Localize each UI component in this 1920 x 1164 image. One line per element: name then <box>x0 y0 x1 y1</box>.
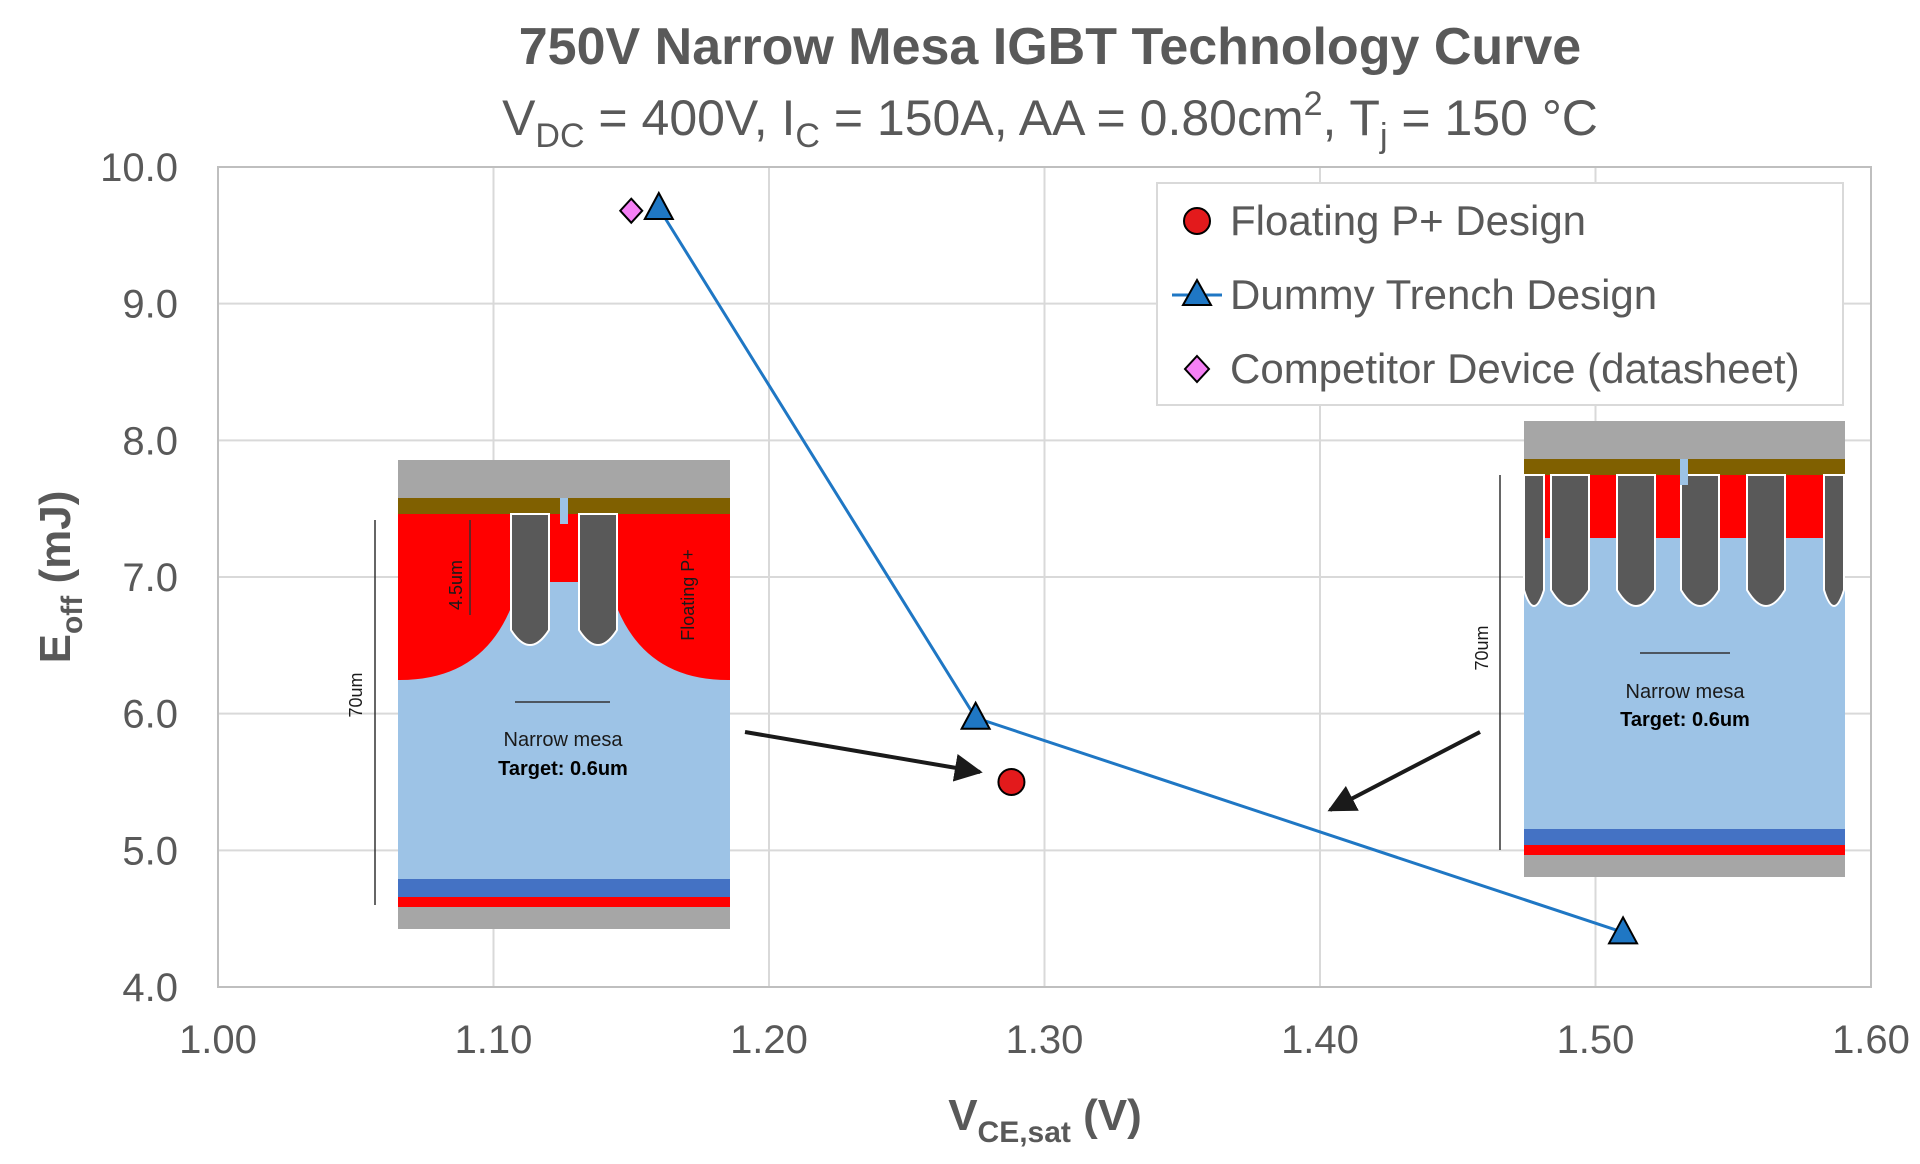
inset-left-metal <box>398 460 730 498</box>
x-tick-label: 1.60 <box>1832 1018 1910 1062</box>
inset-right-trench <box>1680 474 1720 607</box>
inset-right-metal <box>1524 421 1845 459</box>
legend-marker-competitor <box>1183 354 1211 384</box>
inset-left-field-stop <box>398 879 730 897</box>
inset-right-trench <box>1823 474 1845 607</box>
x-tick-labels: 1.00 1.10 1.20 1.30 1.40 1.50 1.60 <box>179 1018 1910 1062</box>
annotation-arrow-right <box>1327 730 1481 812</box>
chart-title: 750V Narrow Mesa IGBT Technology Curve <box>519 18 1581 76</box>
inset-left-trench-right <box>578 513 618 646</box>
data-point-dummy-trench <box>1607 915 1639 945</box>
legend-marker-dummy-trench <box>1181 277 1213 306</box>
legend-label-dummy-trench: Dummy Trench Design <box>1230 271 1657 318</box>
inset-right-trench <box>1550 474 1590 607</box>
inset-right-field-stop <box>1524 829 1845 845</box>
data-point-dummy-trench <box>643 190 675 220</box>
annotation-arrow-left <box>744 730 983 782</box>
legend-label-competitor: Competitor Device (datasheet) <box>1230 345 1800 392</box>
y-tick-label: 9.0 <box>122 283 178 327</box>
inset-left-mesa-label: Narrow mesa <box>504 729 624 751</box>
inset-left-contact <box>560 498 568 524</box>
inset-left-floating-p-left <box>398 514 510 680</box>
inset-left-trench-depth-label: 4.5um <box>446 560 466 610</box>
x-tick-label: 1.40 <box>1281 1018 1359 1062</box>
inset-left-target-label: Target: 0.6um <box>498 758 628 780</box>
series-layer <box>618 190 1639 945</box>
inset-right-trench <box>1523 474 1545 607</box>
inset-left-collector <box>398 897 730 907</box>
floating-p-plus-cross-section: 70um 4.5um Floating P+ Narrow mesa Targe… <box>346 460 730 929</box>
legend-label-floating-p-plus: Floating P+ Design <box>1230 197 1586 244</box>
inset-right-contact <box>1680 459 1688 485</box>
legend-marker-floating-p-plus <box>1183 207 1211 235</box>
y-tick-label: 7.0 <box>122 556 178 600</box>
inset-left-backmetal <box>398 907 730 929</box>
y-axis-label: Eoff (mJ) <box>31 491 89 664</box>
inset-left-floating-p-right <box>618 514 730 680</box>
y-tick-labels: 4.0 5.0 6.0 7.0 8.0 9.0 10.0 <box>100 146 178 1010</box>
x-tick-label: 1.50 <box>1557 1018 1635 1062</box>
y-tick-label: 6.0 <box>122 693 178 737</box>
data-point-dummy-trench <box>959 700 992 730</box>
x-tick-label: 1.00 <box>179 1018 257 1062</box>
inset-left-trench-left <box>510 513 550 646</box>
inset-right-backmetal <box>1524 855 1845 877</box>
chart-subtitle: VDC = 400V, IC = 150A, AA = 0.80cm2, Tj … <box>502 85 1598 155</box>
plot-area-border <box>217 166 1872 988</box>
y-tick-label: 5.0 <box>122 829 178 873</box>
inset-right-mesa-label: Narrow mesa <box>1626 681 1746 703</box>
x-axis-label: VCE,sat (V) <box>948 1091 1142 1149</box>
inset-right-depth-label: 70um <box>1472 625 1492 670</box>
x-tick-label: 1.30 <box>1006 1018 1084 1062</box>
inset-left-region-label: Floating P+ <box>678 549 698 641</box>
inset-right-trench <box>1616 474 1656 607</box>
legend-box <box>1156 182 1844 406</box>
data-point-floating-p-plus <box>997 768 1026 796</box>
inset-left-depth-label: 70um <box>346 672 366 717</box>
y-tick-label: 4.0 <box>122 966 178 1010</box>
inset-right-collector <box>1524 845 1845 855</box>
y-tick-label: 10.0 <box>100 146 178 190</box>
inset-right-trench <box>1746 474 1786 607</box>
dummy-trench-cross-section: 70um Narrow mesa Target: 0.6um <box>1472 421 1845 877</box>
data-point-competitor <box>618 197 644 225</box>
x-tick-label: 1.10 <box>455 1018 533 1062</box>
y-tick-label: 8.0 <box>122 419 178 463</box>
x-tick-label: 1.20 <box>730 1018 808 1062</box>
inset-right-trenches <box>1523 459 1845 607</box>
legend: Floating P+ Design Dummy Trench Design C… <box>1156 182 1844 406</box>
inset-right-target-label: Target: 0.6um <box>1620 709 1750 731</box>
inset-left-mesa-p <box>548 514 580 582</box>
